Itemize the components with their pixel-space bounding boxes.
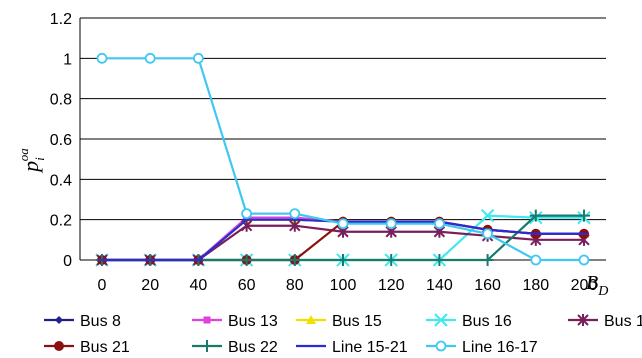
legend-label: Bus 18 (604, 313, 642, 330)
data-point (530, 254, 542, 266)
data-point (289, 219, 301, 232)
data-point (482, 228, 494, 240)
legend-marker (306, 315, 316, 324)
x-tick-label: 20 (141, 277, 159, 294)
x-axis-title: BD (586, 272, 608, 299)
legend-marker (434, 313, 448, 327)
data-point (337, 254, 349, 266)
y-tick-label: 1 (63, 51, 72, 68)
legend-item-3: Bus 16 (426, 313, 512, 330)
data-point (433, 254, 446, 266)
x-tick-label: 140 (426, 277, 453, 294)
series-lines (95, 52, 591, 267)
data-point (385, 218, 397, 230)
legend-item-2: Bus 15 (296, 313, 382, 330)
legend-label: Line 16-17 (462, 339, 538, 356)
legend-item-4: Bus 18 (568, 313, 642, 330)
legend-item-0: Bus 8 (44, 313, 121, 330)
legend-item-6: Bus 22 (192, 339, 278, 356)
y-tick-label: 1.2 (50, 11, 72, 28)
data-point (241, 208, 253, 220)
x-tick-label: 160 (474, 277, 501, 294)
legend: Bus 8 Bus 13 Bus 15 Bus 16 Bus 18 Bus 21 Bus 2… (44, 313, 642, 356)
legend-marker (203, 316, 211, 324)
legend-label: Bus 22 (228, 339, 278, 356)
legend-item-8: Line 16-17 (426, 339, 538, 356)
x-tick-label: 200 (571, 277, 598, 294)
data-point (578, 254, 590, 266)
x-tick-label: 100 (330, 277, 357, 294)
legend-label: Bus 16 (462, 313, 512, 330)
data-point (192, 52, 204, 64)
legend-marker (54, 341, 64, 351)
y-tick-labels: 0 0.2 0.4 0.6 0.8 1 1.2 (50, 11, 72, 270)
y-tick-label: 0.8 (50, 92, 72, 109)
legend-marker (201, 340, 213, 352)
data-point (480, 208, 495, 223)
y-tick-label: 0.2 (50, 213, 72, 230)
x-tick-label: 80 (286, 277, 304, 294)
legend-item-7: Line 15-21 (296, 339, 408, 356)
series-8 (96, 52, 590, 266)
data-point (144, 52, 156, 64)
data-point (96, 52, 108, 64)
data-point (240, 254, 253, 266)
legend-label: Bus 13 (228, 313, 278, 330)
y-tick-label: 0 (63, 253, 72, 270)
y-tick-label: 0.4 (50, 172, 72, 189)
data-point (433, 218, 445, 230)
legend-label: Line 15-21 (332, 339, 408, 356)
legend-marker (55, 316, 63, 324)
x-tick-label: 0 (98, 277, 107, 294)
x-tick-label: 120 (378, 277, 405, 294)
x-tick-label: 60 (238, 277, 256, 294)
data-point (529, 209, 542, 222)
legend-marker (577, 314, 589, 326)
legend-label: Bus 21 (80, 339, 130, 356)
data-point (385, 254, 398, 266)
y-tick-label: 0.6 (50, 132, 72, 149)
legend-item-1: Bus 13 (192, 313, 278, 330)
legend-marker (435, 340, 447, 352)
x-tick-label: 180 (522, 277, 549, 294)
data-point (288, 254, 301, 266)
data-point (289, 208, 301, 220)
y-axis-title: pioa (16, 148, 47, 174)
x-tick-label: 40 (190, 277, 208, 294)
legend-label: Bus 8 (80, 313, 121, 330)
data-point (337, 218, 349, 230)
data-point (578, 209, 590, 222)
legend-label: Bus 15 (332, 313, 382, 330)
data-point (481, 254, 494, 266)
legend-item-5: Bus 21 (44, 339, 130, 356)
